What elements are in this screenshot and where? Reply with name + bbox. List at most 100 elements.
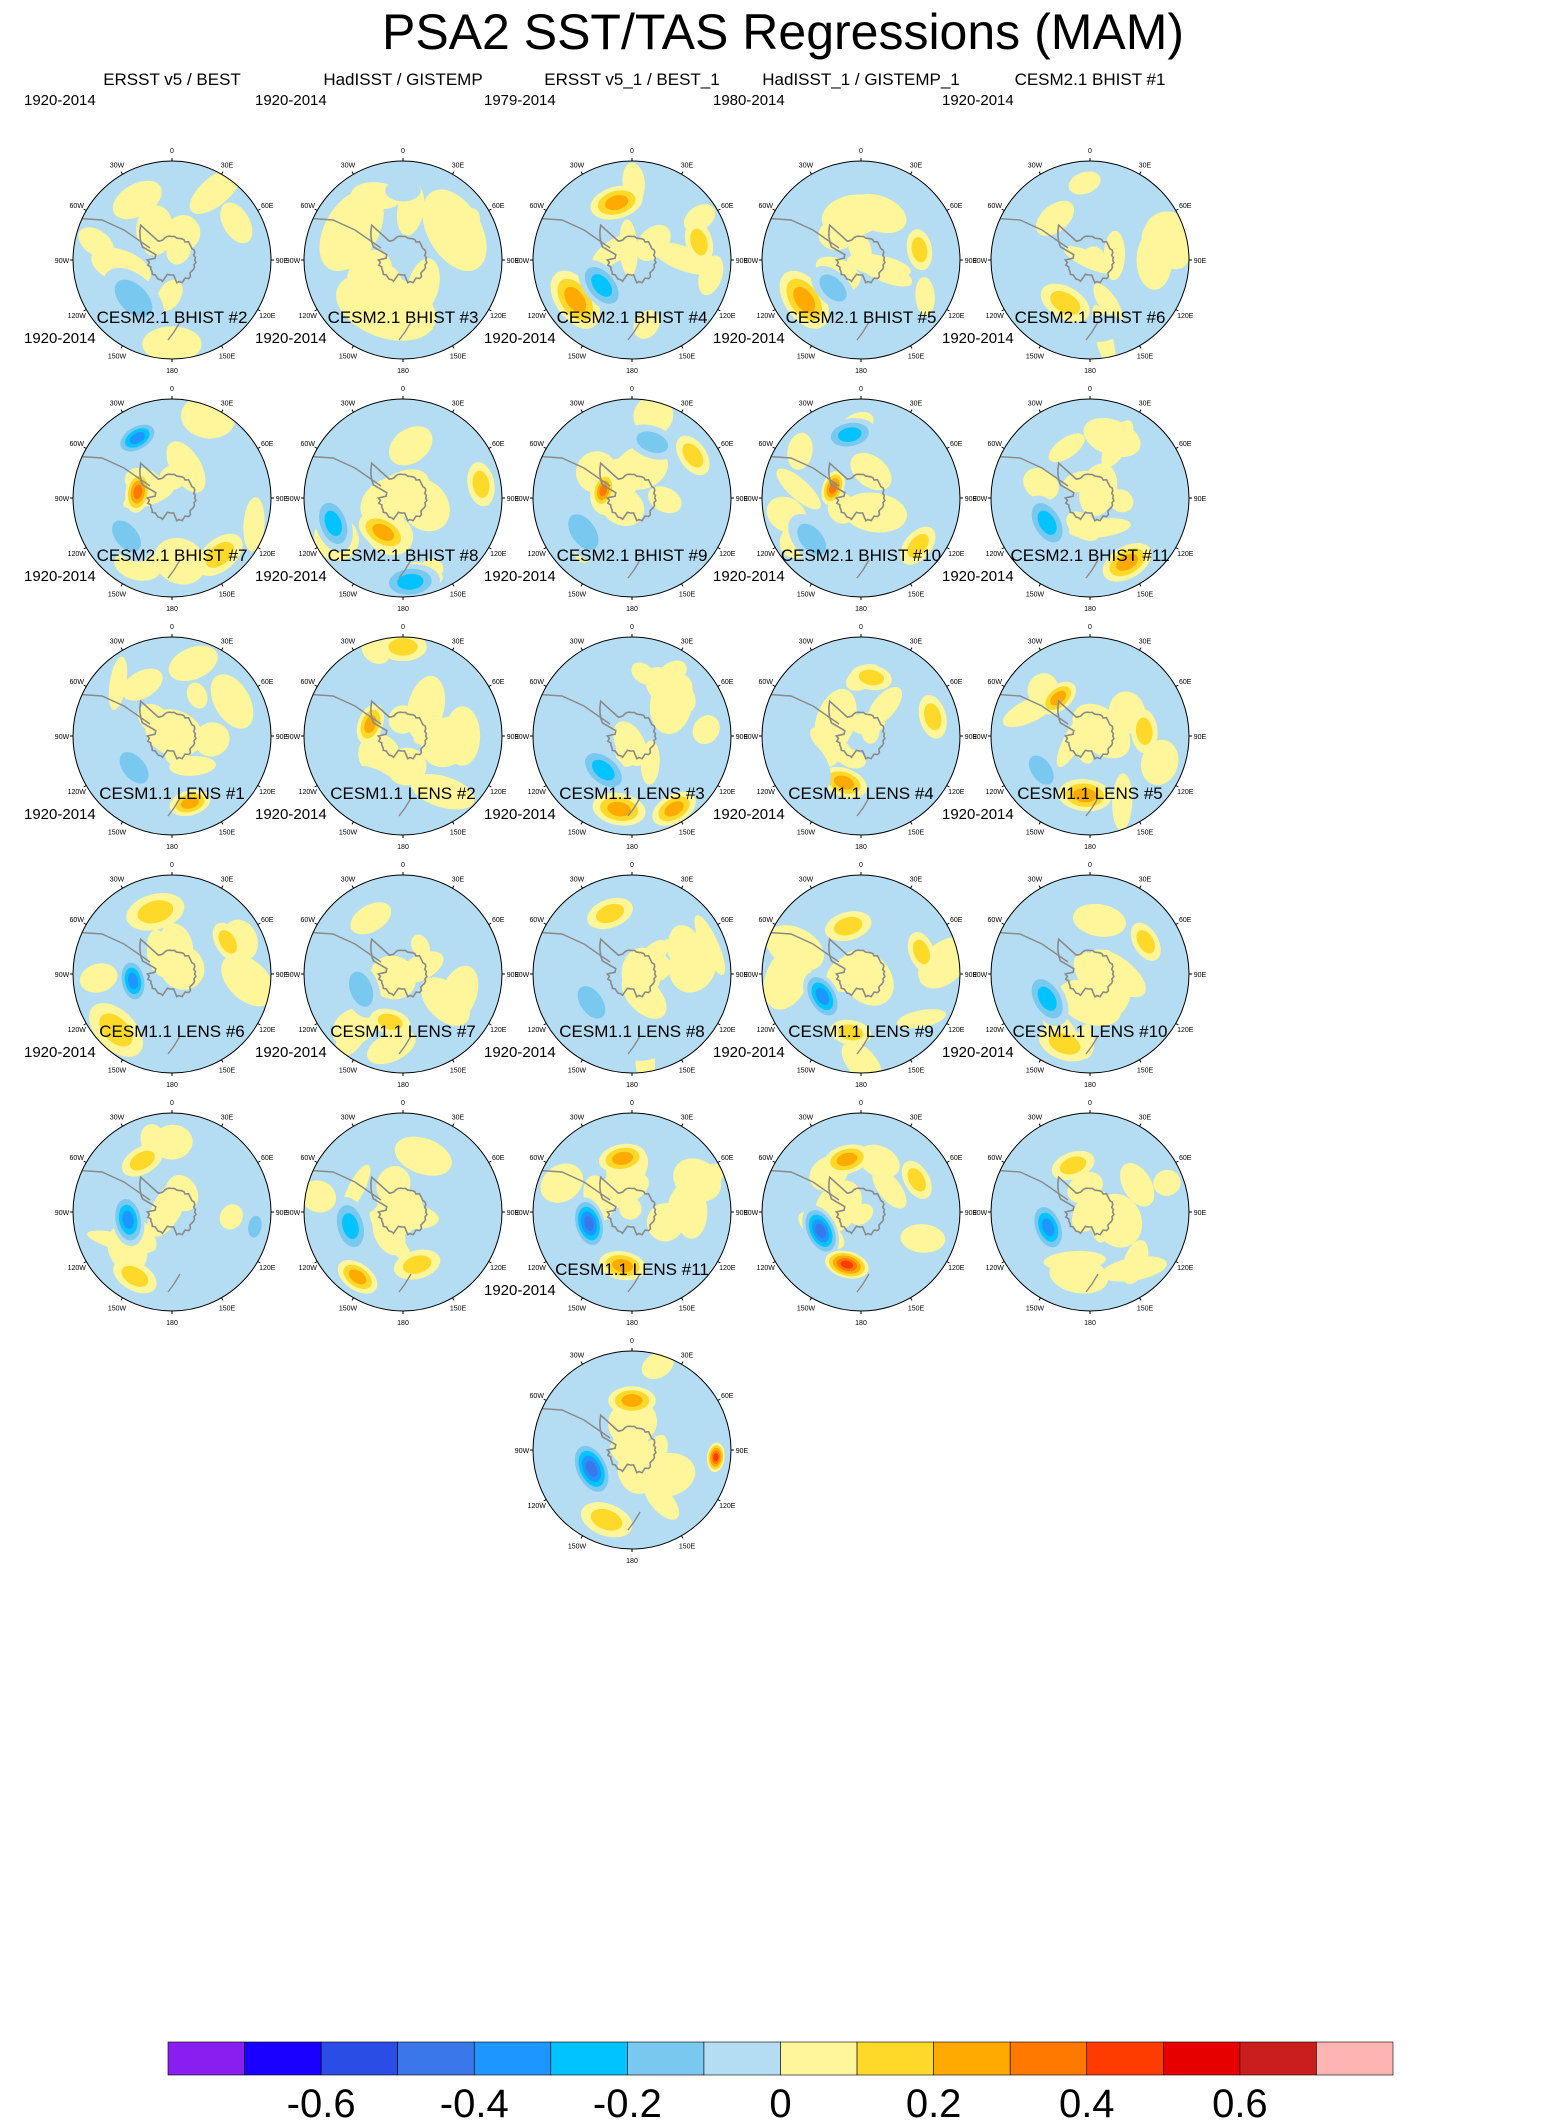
- lon-label: 60E: [261, 917, 274, 924]
- lon-tick: [809, 647, 812, 651]
- minor-anomaly: [189, 168, 242, 214]
- panel-title: CESM2.1 BHIST #10: [780, 546, 942, 565]
- panel-title: CESM1.1 LENS #3: [559, 784, 705, 803]
- lon-tick: [543, 446, 547, 449]
- lon-label: 90W: [286, 1210, 301, 1217]
- anomaly-contour: [1049, 1257, 1109, 1294]
- lon-tick: [1175, 547, 1179, 550]
- south-america-coastline: [991, 931, 1069, 963]
- panel-years: 1920-2014: [24, 330, 96, 347]
- lon-label: 150E: [219, 353, 236, 360]
- lon-label: 180: [1084, 368, 1096, 375]
- lon-tick: [1001, 1160, 1005, 1163]
- panel-years: 1920-2014: [713, 568, 785, 585]
- lon-tick: [120, 345, 123, 349]
- anomaly-contour: [815, 987, 830, 1005]
- lon-label: 0: [630, 624, 634, 631]
- anomaly-contour: [833, 775, 855, 790]
- minor-anomaly: [915, 276, 935, 316]
- lon-label: 0: [630, 148, 634, 155]
- lon-label: 30W: [1028, 877, 1043, 884]
- panel-title: CESM1.1 LENS #5: [1017, 784, 1163, 803]
- lon-label: 30W: [570, 401, 585, 408]
- lon-tick: [772, 309, 776, 312]
- lon-label: 150E: [219, 1067, 236, 1074]
- lon-tick: [946, 1023, 950, 1026]
- polar-map: 0 30E 60E 90E 120E 150E 180 150W 120W 90W 60W 30W: [973, 624, 1207, 851]
- colorbar-tick-label: -0.2: [592, 2082, 662, 2126]
- anomaly-contour: [121, 668, 163, 701]
- lon-label: 30E: [681, 1353, 694, 1360]
- lon-label: 60W: [759, 917, 774, 924]
- anomaly-contour: [1072, 903, 1126, 937]
- lon-label: 60W: [301, 1155, 316, 1162]
- lon-label: 90E: [736, 496, 749, 503]
- lon-label: 150W: [1026, 1305, 1045, 1312]
- lon-label: 120W: [68, 789, 87, 796]
- lon-tick: [1038, 171, 1041, 175]
- lon-tick: [1038, 583, 1041, 587]
- minor-anomaly: [647, 486, 682, 514]
- minor-anomaly: [837, 748, 867, 769]
- polar-map: 0 30E 60E 90E 120E 150E 180 150W 120W 90W 60W 30W: [515, 386, 749, 613]
- lon-label: 60E: [492, 1155, 505, 1162]
- lon-tick: [83, 1160, 87, 1163]
- new-zealand-coastline: [856, 797, 870, 817]
- south-america-coastline: [991, 455, 1069, 487]
- lon-label: 120W: [528, 1265, 547, 1272]
- lon-label: 120E: [948, 313, 965, 320]
- colorbar-tick-label: 0.6: [1212, 2082, 1268, 2126]
- minor-anomaly: [646, 1203, 685, 1242]
- lon-label: 90W: [744, 972, 759, 979]
- lon-tick: [681, 1361, 684, 1365]
- anomaly-contour: [690, 228, 708, 256]
- lon-tick: [681, 1059, 684, 1063]
- lon-label: 180: [397, 606, 409, 613]
- lon-tick: [488, 684, 492, 687]
- lon-tick: [1175, 785, 1179, 788]
- chart-title: PSA2 SST/TAS Regressions (MAM): [381, 4, 1185, 60]
- lon-label: 90E: [736, 972, 749, 979]
- anomaly-contour: [797, 523, 827, 556]
- lon-tick: [580, 583, 583, 587]
- lon-label: 90E: [965, 734, 978, 741]
- anomaly-contour: [1136, 930, 1155, 954]
- lon-label: 180: [855, 606, 867, 613]
- anomaly-contour: [1059, 1156, 1087, 1175]
- lon-label: 90E: [965, 972, 978, 979]
- lon-label: 60W: [70, 203, 85, 210]
- anomaly-contour: [584, 1216, 594, 1232]
- lon-label: 30W: [1028, 639, 1043, 646]
- new-zealand-coastline: [856, 1273, 870, 1293]
- lon-label: 30E: [910, 1115, 923, 1122]
- lon-label: 60W: [301, 917, 316, 924]
- lon-label: 30E: [681, 1115, 694, 1122]
- colorbar-swatch: [780, 2041, 858, 2076]
- anomaly-contour: [612, 1259, 634, 1273]
- new-zealand-coastline: [1085, 321, 1099, 341]
- lon-tick: [257, 1261, 261, 1264]
- lon-label: 90E: [507, 258, 520, 265]
- lon-label: 150W: [568, 1543, 587, 1550]
- lon-label: 90E: [1194, 1210, 1207, 1217]
- anomaly-contour: [1083, 417, 1141, 458]
- south-america-coastline: [762, 1169, 840, 1201]
- lon-label: 90E: [276, 1210, 289, 1217]
- panel-title: CESM2.1 BHIST #2: [96, 308, 248, 327]
- new-zealand-coastline: [398, 321, 412, 341]
- lon-tick: [717, 922, 721, 925]
- lon-tick: [351, 171, 354, 175]
- lon-tick: [314, 208, 318, 211]
- lon-label: 120W: [986, 1027, 1005, 1034]
- lon-label: 180: [166, 1320, 178, 1327]
- minor-anomaly: [186, 682, 208, 709]
- lon-tick: [1038, 1297, 1041, 1301]
- panel-years: 1920-2014: [24, 568, 96, 585]
- lon-tick: [452, 583, 455, 587]
- lon-label: 150E: [679, 591, 696, 598]
- lon-tick: [910, 647, 913, 651]
- lon-tick: [257, 1160, 261, 1163]
- lon-label: 150E: [450, 1067, 467, 1074]
- minor-anomaly: [841, 1041, 883, 1073]
- lon-label: 150W: [1026, 353, 1045, 360]
